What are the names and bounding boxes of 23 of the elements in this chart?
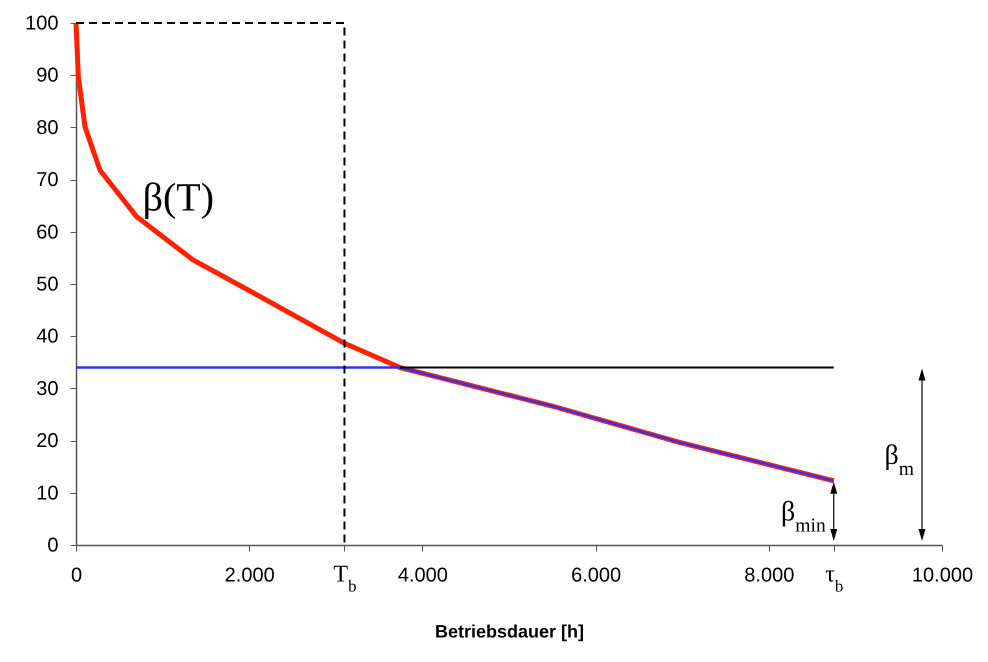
x-tick-label: 8.000 [744,564,794,586]
annotation: β$_{min}$ [781,496,826,536]
series-label: β(T) [142,174,214,220]
x-tick-label: 4.000 [398,564,448,586]
y-tick-label: 70 [36,169,58,192]
x-tick-label: 0 [70,564,82,586]
x-tick-label: 2.000 [224,564,275,586]
y-tick-label: 30 [36,378,58,400]
y-tick-label: 0 [47,534,58,556]
y-tick-label: 10 [36,482,58,504]
y-tick-label: 40 [36,326,58,348]
annotation: β$_{m}$ [884,440,914,480]
y-tick-label: 50 [36,274,58,296]
x-tick-label: 6.000 [571,564,622,586]
x-tick-label: τ$_{b}$ [825,562,844,595]
y-tick-label: 60 [36,221,58,244]
x-tick-label: 10.000 [912,564,974,586]
y-tick-label: 90 [36,64,58,87]
y-tick-label: 80 [36,116,58,139]
x-tick-label: T$_{b}$ [333,562,356,595]
y-tick-label: 100 [25,12,58,34]
y-tick-label: 20 [36,430,58,452]
x-axis-title: Betriebsdauer [h] [434,622,584,642]
